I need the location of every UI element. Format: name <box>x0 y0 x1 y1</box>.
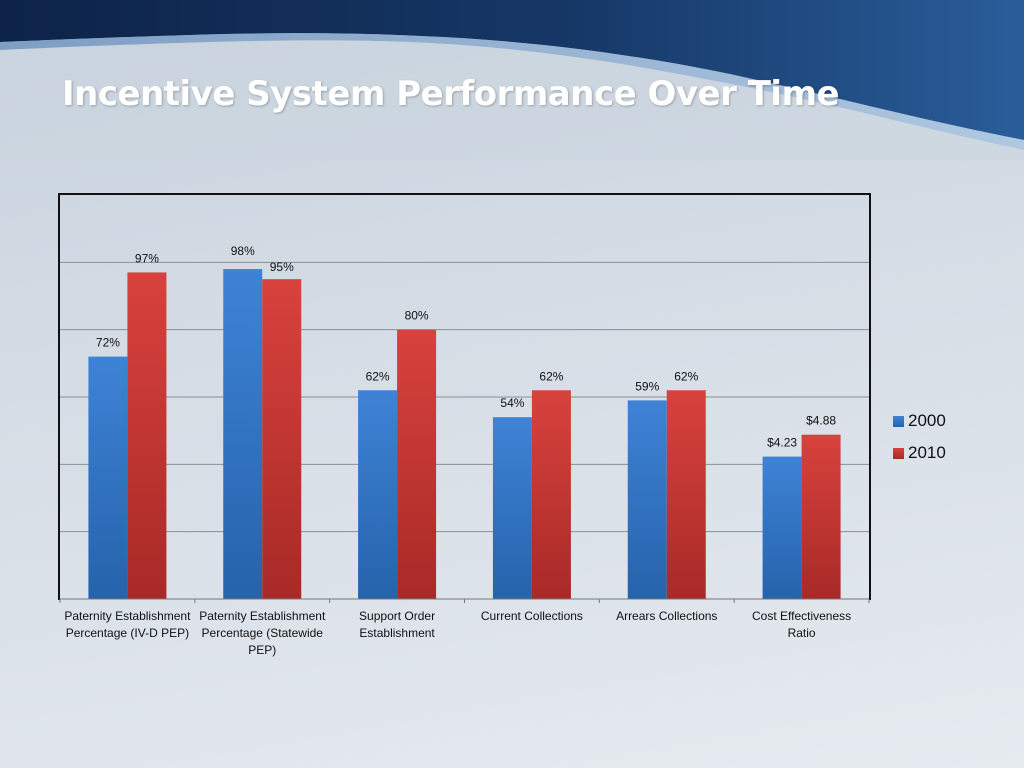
category-label-4: Arrears Collections <box>616 609 718 623</box>
header-swoosh-background <box>0 0 1024 160</box>
bar-2010-0 <box>127 272 167 599</box>
bar-2010-5 <box>801 434 841 599</box>
bar-2000-5 <box>762 456 802 599</box>
data-label-2000-5: $4.23 <box>767 436 797 450</box>
category-label-1: Paternity Establishment Percentage (Stat… <box>199 609 326 657</box>
category-label-2: Support Order Establishment <box>359 609 436 640</box>
bar-2010-3 <box>531 390 571 599</box>
bar-2000-1 <box>223 269 263 599</box>
bar-2000-4 <box>627 400 667 599</box>
data-label-2000-3: 54% <box>500 396 524 410</box>
legend-item-2010: 2010 <box>893 437 946 469</box>
data-label-2010-3: 62% <box>539 369 563 383</box>
data-label-2000-2: 62% <box>366 369 390 383</box>
bar-2010-2 <box>397 329 437 599</box>
category-label-5: Cost Effectiveness Ratio <box>751 609 852 640</box>
data-label-2000-1: 98% <box>231 244 255 258</box>
data-label-2010-1: 95% <box>270 260 294 274</box>
legend-label-2000: 2000 <box>908 411 946 430</box>
legend-swatch-2010 <box>893 447 904 459</box>
data-label-2000-0: 72% <box>96 336 120 350</box>
data-label-2000-4: 59% <box>635 379 659 393</box>
bar-2010-4 <box>666 390 706 599</box>
bar-2010-1 <box>262 279 302 599</box>
bar-2000-0 <box>88 356 128 599</box>
data-label-2010-4: 62% <box>674 369 698 383</box>
bar-2000-3 <box>492 417 532 599</box>
category-label-0: Paternity Establishment Percentage (IV-D… <box>64 609 191 640</box>
slide-title: Incentive System Performance Over Time <box>62 74 840 114</box>
data-label-2010-2: 80% <box>405 309 429 323</box>
category-label-3: Current Collections <box>480 609 583 623</box>
bar-2000-2 <box>358 390 398 599</box>
data-label-2010-0: 97% <box>135 251 159 265</box>
chart-plot-frame <box>58 193 871 600</box>
legend-item-2000: 2000 <box>893 405 946 437</box>
chart-legend: 2000 2010 <box>893 405 946 469</box>
data-label-2010-5: $4.88 <box>806 414 836 428</box>
legend-swatch-2000 <box>893 415 904 427</box>
legend-label-2010: 2010 <box>908 443 946 462</box>
